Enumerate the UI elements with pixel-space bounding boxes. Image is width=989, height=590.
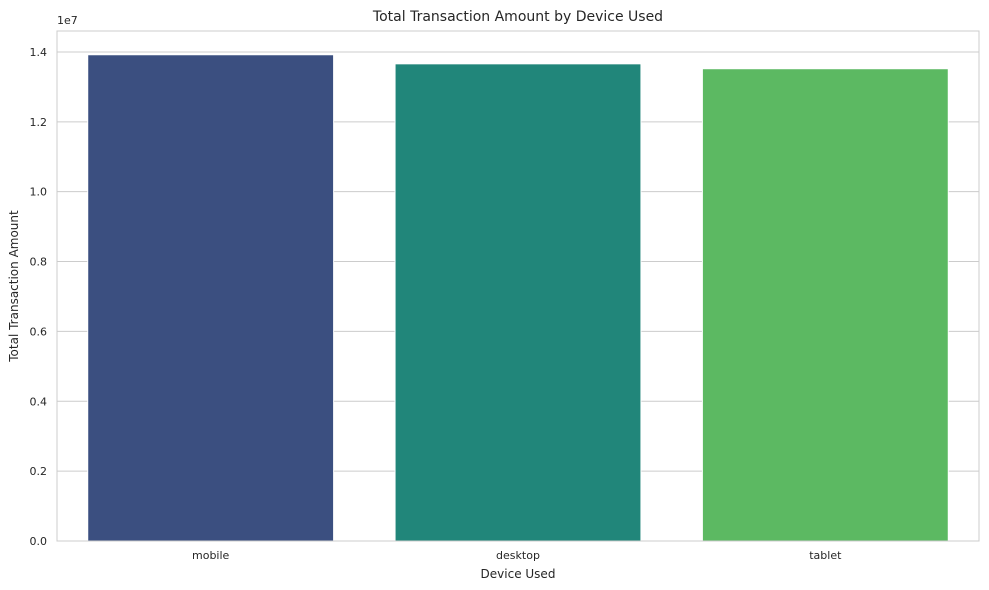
x-tick-label: mobile: [192, 549, 230, 562]
y-axis-label: Total Transaction Amount: [7, 210, 21, 363]
x-tick-labels: mobile desktop tablet: [192, 549, 842, 562]
y-tick-label: 1.4: [30, 46, 48, 59]
bars: [87, 54, 949, 542]
y-tick-label: 0.2: [30, 465, 48, 478]
y-tick-label: 0.6: [30, 325, 48, 338]
plot-frame: [56, 30, 980, 542]
bar-desktop: [394, 63, 642, 542]
y-tick-label: 0.4: [30, 395, 48, 408]
y-tick-label: 0.8: [30, 256, 48, 269]
x-tick-label: tablet: [809, 549, 842, 562]
x-axis-label: Device Used: [481, 567, 556, 581]
y-axis-multiplier: 1e7: [57, 14, 78, 27]
y-tick-label: 1.0: [30, 186, 48, 199]
bar-mobile: [87, 54, 335, 542]
chart-title: Total Transaction Amount by Device Used: [372, 9, 663, 25]
y-tick-label: 1.2: [30, 116, 48, 129]
bar-tablet: [701, 68, 949, 542]
y-tick-label: 0.0: [30, 535, 48, 548]
y-tick-labels: 0.0 0.2 0.4 0.6 0.8 1.0 1.2 1.4: [30, 46, 48, 548]
x-tick-label: desktop: [496, 549, 540, 562]
